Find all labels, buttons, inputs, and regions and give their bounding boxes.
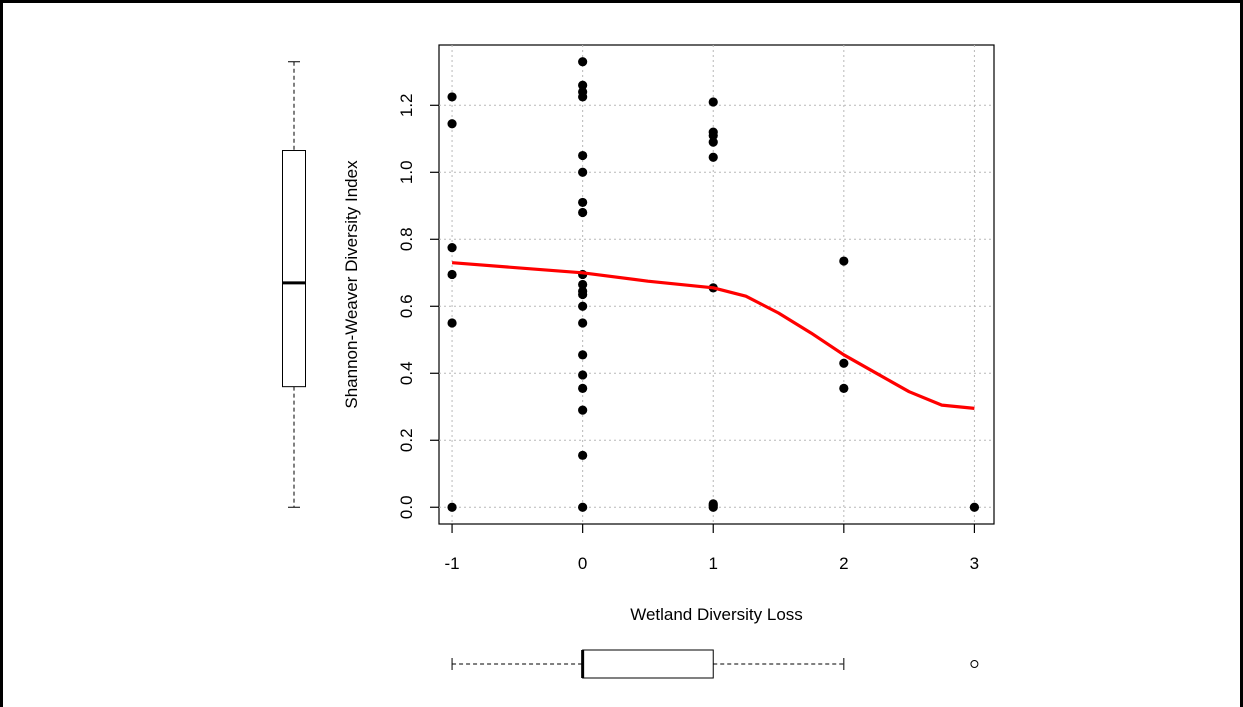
data-point: [578, 318, 588, 328]
x-tick-label: 3: [970, 554, 979, 573]
x-tick-label: 1: [709, 554, 718, 573]
x-boxplot: [451, 649, 979, 679]
data-point: [447, 269, 457, 280]
y-boxplot: [282, 61, 306, 508]
x-box-outlier: [970, 660, 979, 668]
data-point: [578, 289, 588, 300]
smooth-curve: [451, 261, 975, 410]
x-tick-label: 2: [839, 554, 848, 573]
x-tick-label: -1: [444, 554, 459, 573]
x-axis-title: Wetland Diversity Loss: [630, 605, 803, 624]
data-point: [578, 405, 588, 415]
data-point: [578, 57, 588, 67]
data-point: [578, 92, 588, 102]
x-tick-label: 0: [578, 554, 587, 573]
x-axis: -1 0 1 2 3: [444, 524, 979, 573]
y-tick-label: 1.0: [397, 160, 416, 184]
data-point: [447, 502, 457, 512]
data-point: [578, 383, 588, 393]
data-point: [578, 150, 588, 161]
y-tick-label: 0.6: [397, 294, 416, 318]
y-tick-label: 1.2: [397, 93, 416, 117]
data-point: [839, 358, 849, 368]
y-box-iqr: [282, 150, 306, 388]
data-point: [578, 279, 588, 290]
data-point: [578, 167, 588, 177]
y-tick-label: 0.4: [397, 361, 416, 385]
data-point: [839, 383, 849, 393]
plot-area: [438, 44, 995, 525]
y-tick-label: 0.8: [397, 227, 416, 251]
data-point: [969, 502, 980, 512]
data-point: [578, 450, 588, 460]
y-axis: 0.0 0.2 0.4 0.6 0.8 1.0 1.2: [397, 93, 439, 519]
smooth-line: [451, 261, 975, 410]
data-points: [447, 57, 980, 512]
data-point: [708, 97, 718, 107]
y-tick-label: 0.0: [397, 495, 416, 519]
data-point: [578, 207, 588, 218]
data-point: [447, 318, 457, 328]
y-tick-label: 0.2: [397, 428, 416, 452]
data-point: [578, 301, 588, 311]
data-point: [578, 370, 588, 380]
data-point: [708, 152, 718, 162]
data-point: [447, 243, 457, 253]
data-point: [578, 502, 588, 512]
data-point: [839, 256, 849, 266]
data-point: [708, 130, 718, 141]
grid-lines: [439, 45, 994, 524]
data-point: [708, 137, 718, 147]
data-point: [447, 119, 457, 129]
data-point: [447, 92, 457, 102]
data-point: [578, 197, 588, 208]
x-box-iqr: [582, 649, 714, 679]
data-point: [578, 80, 588, 90]
data-point: [708, 502, 718, 512]
y-axis-title: Shannon-Weaver Diversity Index: [342, 160, 361, 409]
data-point: [578, 350, 588, 360]
